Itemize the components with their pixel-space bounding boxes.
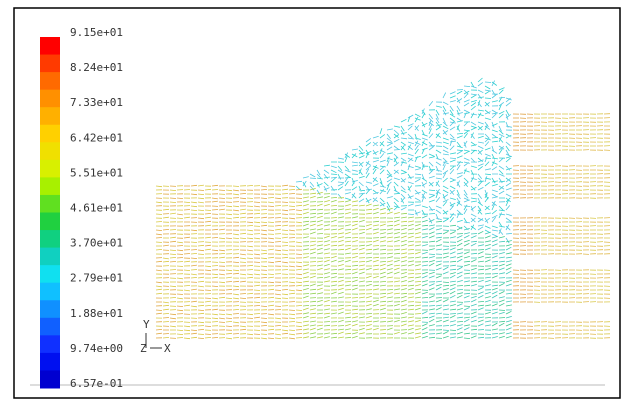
colorbar-label: 1.88e+01 <box>70 307 123 320</box>
velocity-vectors <box>533 113 611 339</box>
colorbar-swatch <box>40 300 60 319</box>
colorbar-swatch <box>40 124 60 143</box>
colorbar-label: 5.51e+01 <box>70 166 123 179</box>
colorbar-swatch <box>40 247 60 266</box>
colorbar-label: 7.33e+01 <box>70 96 123 109</box>
colorbar-swatch <box>40 89 60 108</box>
colorbar-swatch <box>40 370 60 389</box>
velocity-vectors <box>512 113 534 339</box>
colorbar-swatch <box>40 72 60 91</box>
colorbar-swatch <box>40 212 60 231</box>
velocity-vectors <box>295 80 513 244</box>
colorbar-swatch <box>40 107 60 126</box>
colorbar-swatch <box>40 54 60 73</box>
colorbar-label: 6.57e-01 <box>70 377 123 390</box>
axis-x-label: X <box>164 342 171 355</box>
colorbar-swatch <box>40 352 60 371</box>
colorbar-swatch <box>40 282 60 301</box>
colorbar-label: 8.24e+01 <box>70 61 123 74</box>
velocity-vectors <box>302 187 422 339</box>
colorbar-swatch <box>40 194 60 213</box>
velocity-vectors <box>533 113 611 339</box>
colorbar-label: 9.15e+01 <box>70 26 123 39</box>
colorbar-swatch <box>40 142 60 161</box>
colorbar-swatch <box>40 230 60 249</box>
colorbar-swatch <box>40 37 60 56</box>
colorbar-swatch <box>40 265 60 284</box>
colorbar-swatch <box>40 317 60 336</box>
colorbar-swatch <box>40 335 60 354</box>
colorbar-swatch <box>40 159 60 178</box>
axis-triad: Y Z X <box>140 318 171 355</box>
velocity-vectors <box>155 184 303 340</box>
colorbar-swatch <box>40 177 60 196</box>
colorbar-label: 4.61e+01 <box>70 202 123 215</box>
frame <box>13 7 621 399</box>
velocity-vectors <box>421 219 512 339</box>
axis-z-label: Z <box>140 342 147 355</box>
colorbar-label: 6.42e+01 <box>70 131 123 144</box>
colorbar-label: 2.79e+01 <box>70 272 123 285</box>
colorbar: 9.15e+01 8.24e+01 7.33e+01 6.42e+01 5.51e+01… <box>40 26 123 390</box>
velocity-vectors <box>421 215 513 339</box>
vector-field <box>155 77 611 340</box>
velocity-vectors <box>155 184 303 340</box>
velocity-vectors <box>302 193 422 339</box>
axis-y-label: Y <box>143 318 150 331</box>
colorbar-label: 3.70e+01 <box>70 237 123 250</box>
colorbar-label: 9.74e+00 <box>70 342 123 355</box>
